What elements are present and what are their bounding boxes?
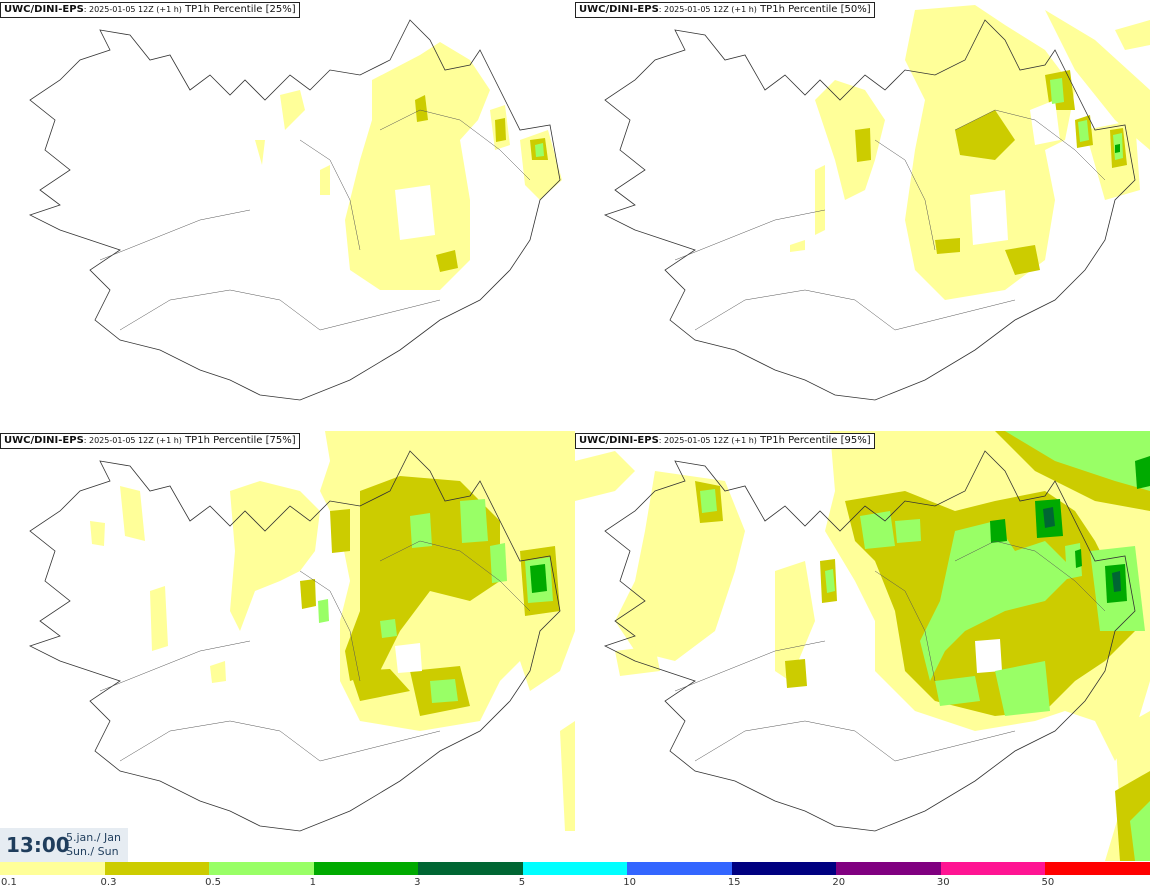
run-info: : 2025-01-05 12Z (+1 h): [83, 436, 182, 445]
map-panel-25: UWC/DINI-EPS: 2025-01-05 12Z (+1 h) TP1h…: [0, 0, 575, 430]
legend-swatch: [104, 862, 210, 875]
precip-3-area: [1043, 507, 1121, 592]
map-panel-95: UWC/DINI-EPS: 2025-01-05 12Z (+1 h) TP1h…: [575, 431, 1150, 861]
legend-swatch: [627, 862, 732, 875]
iceland-coastline: [28, 19, 561, 401]
field-label: TP1h Percentile [95%]: [756, 435, 871, 446]
legend-tick-label: 20: [832, 877, 846, 888]
precip-0.1-area: [790, 5, 1150, 300]
panel-title: UWC/DINI-EPS: 2025-01-05 12Z (+1 h) TP1h…: [575, 2, 875, 18]
precip-0.1-area: [90, 431, 575, 831]
precip-map: [28, 431, 575, 832]
valid-date: 5.jan./ Jan Sun./ Sun: [66, 831, 121, 859]
run-info: : 2025-01-05 12Z (+1 h): [658, 436, 757, 445]
precip-0.1-area: [255, 42, 562, 290]
roads: [99, 109, 531, 331]
precip-0.5-area: [535, 143, 544, 157]
precip-map: [28, 19, 562, 401]
legend-swatch: [731, 862, 837, 875]
field-label: TP1h Percentile [50%]: [756, 4, 871, 15]
legend-colorbar: [0, 862, 1150, 875]
panel-title: UWC/DINI-EPS: 2025-01-05 12Z (+1 h) TP1h…: [0, 433, 300, 449]
model-name: UWC/DINI-EPS: [4, 4, 84, 15]
legend-tick-label: 15: [727, 877, 741, 888]
legend-tick-label: 0.5: [205, 877, 221, 888]
legend-swatch: [313, 862, 419, 875]
legend-tick-label: 10: [623, 877, 636, 888]
panel-title: UWC/DINI-EPS: 2025-01-05 12Z (+1 h) TP1h…: [0, 2, 300, 18]
legend-tick-label: 0.1: [1, 877, 17, 888]
roads: [99, 540, 531, 762]
dry-hole: [395, 185, 435, 240]
valid-date-line1: 5.jan./ Jan: [66, 831, 121, 844]
model-name: UWC/DINI-EPS: [4, 435, 84, 446]
legend-swatch: [836, 862, 941, 875]
valid-date-line2: Sun./ Sun: [66, 845, 119, 858]
map-panel-50: UWC/DINI-EPS: 2025-01-05 12Z (+1 h) TP1h…: [575, 0, 1150, 430]
dry-hole: [395, 643, 422, 673]
roads: [674, 109, 1106, 331]
panel-title: UWC/DINI-EPS: 2025-01-05 12Z (+1 h) TP1h…: [575, 433, 875, 449]
roads: [674, 540, 1106, 762]
legend-swatch: [209, 862, 314, 875]
precip-1-area: [1115, 144, 1120, 153]
dry-hole: [975, 639, 1002, 673]
map-panel-75: UWC/DINI-EPS: 2025-01-05 12Z (+1 h) TP1h…: [0, 431, 575, 861]
legend-swatch: [0, 862, 105, 875]
legend-tick-label: 0.3: [100, 877, 117, 888]
valid-time: 13:00: [6, 833, 70, 857]
legend-tick-label: 30: [936, 877, 950, 888]
iceland-coastline: [28, 450, 561, 832]
valid-time-box: 13:00 5.jan./ Jan Sun./ Sun: [0, 828, 128, 862]
field-label: TP1h Percentile [25%]: [181, 4, 296, 15]
model-name: UWC/DINI-EPS: [579, 435, 659, 446]
field-label: TP1h Percentile [75%]: [181, 435, 296, 446]
precip-1-area: [530, 564, 547, 593]
legend-swatch: [522, 862, 628, 875]
run-info: : 2025-01-05 12Z (+1 h): [658, 5, 757, 14]
iceland-coastline: [603, 450, 1136, 832]
legend-swatch: [1045, 862, 1150, 875]
precip-map: [575, 431, 1150, 861]
iceland-coastline: [603, 19, 1136, 401]
precip-map: [603, 5, 1150, 401]
legend-tick-label: 5: [518, 877, 526, 888]
run-info: : 2025-01-05 12Z (+1 h): [83, 5, 182, 14]
dry-hole: [970, 100, 1060, 245]
legend-swatch: [418, 862, 523, 875]
legend-tick-label: 3: [414, 877, 421, 888]
legend-swatch: [940, 862, 1046, 875]
model-name: UWC/DINI-EPS: [579, 4, 659, 15]
legend-tick-label: 50: [1041, 877, 1055, 888]
legend-tick-label: 1: [309, 877, 316, 888]
precip-legend: 0.1 0.3 0.5 1 3 5 10 15 20 30 50: [0, 862, 1150, 891]
